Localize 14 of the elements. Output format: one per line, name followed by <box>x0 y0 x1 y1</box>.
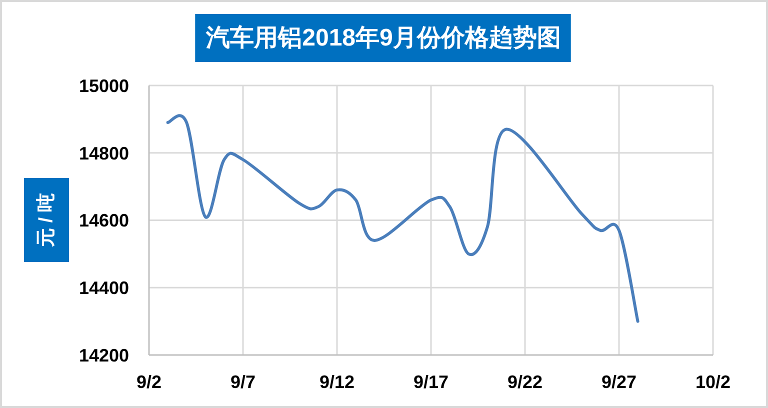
x-tick-label: 9/27 <box>601 372 637 392</box>
y-tick-label: 14800 <box>78 143 129 164</box>
y-tick-label: 14200 <box>78 345 129 366</box>
y-tick-label: 14400 <box>78 278 129 298</box>
x-tick-label: 9/17 <box>413 372 449 392</box>
y-tick-label: 15000 <box>78 76 129 96</box>
x-tick-label: 9/2 <box>136 372 162 392</box>
title-text: 汽车用铝2018年9月份价格趋势图 <box>206 24 561 52</box>
ylabel-text: 元 / 吨 <box>36 193 57 247</box>
x-tick-label: 9/22 <box>507 372 543 392</box>
x-tick-label: 9/12 <box>319 372 355 392</box>
x-tick-label: 10/2 <box>695 372 731 392</box>
y-tick-label: 14600 <box>78 210 129 231</box>
x-tick-label: 9/7 <box>230 372 256 392</box>
